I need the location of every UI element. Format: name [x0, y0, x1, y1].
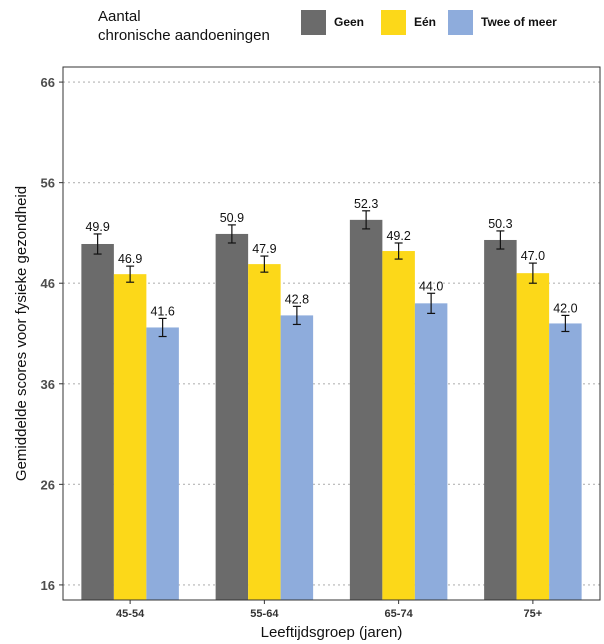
x-tick-label: 55-64 [250, 608, 279, 620]
bar [382, 251, 415, 601]
plot-frame [62, 66, 601, 601]
data-label: 50.3 [488, 217, 512, 231]
bar [113, 274, 147, 600]
data-label: 50.9 [220, 211, 244, 225]
data-label: 46.9 [118, 252, 142, 266]
bar [484, 239, 517, 601]
data-label: 47.9 [252, 242, 276, 256]
data-label: 41.6 [150, 304, 174, 318]
x-tick-label: 75+ [524, 608, 543, 620]
bar [146, 327, 179, 600]
data-label: 47.0 [521, 249, 545, 263]
bar [248, 264, 281, 600]
x-tick-label: 45-54 [116, 608, 145, 620]
data-label: 42.0 [553, 301, 577, 315]
bars [81, 219, 582, 601]
legend-swatch-geen [301, 9, 326, 35]
legend-swatch-een [381, 9, 406, 35]
x-axis-ticks: 45-54 55-64 65-74 75+ [116, 600, 542, 620]
bar-labels: 49.9 46.9 41.6 50.9 47.9 42.8 52.3 49.2 44.0 50.3… [85, 197, 577, 319]
legend-title-line-1: Aantal [98, 8, 141, 25]
x-axis-title: Leeftijdsgroep (jaren) [261, 624, 403, 641]
bar [414, 303, 448, 600]
data-label: 52.3 [354, 197, 378, 211]
error-bars [93, 210, 570, 338]
y-axis-ticks: 16 26 36 46 56 66 [41, 75, 63, 593]
legend-label-een: Eén [414, 15, 437, 29]
legend-label-twee-of-meer: Twee of meer [481, 15, 557, 29]
bar [516, 273, 550, 600]
y-tick-label: 26 [41, 477, 55, 492]
y-axis-title: Gemiddelde scores voor fysieke gezondhei… [13, 186, 30, 481]
bar [349, 219, 383, 600]
legend-item-geen: Geen [301, 9, 364, 35]
bar [280, 315, 314, 600]
legend-label-geen: Geen [334, 15, 365, 29]
legend-title-line-2: chronische aandoeningen [98, 27, 270, 44]
legend-swatch-twee-of-meer [448, 9, 473, 35]
data-label: 42.8 [285, 292, 309, 306]
legend-title: Aantal chronische aandoeningen [98, 7, 270, 45]
data-label: 44.0 [419, 279, 443, 293]
legend-item-een: Eén [381, 9, 436, 35]
legend: Aantal chronische aandoeningen Geen Eén … [0, 0, 604, 50]
bar [81, 243, 114, 601]
y-tick-label: 66 [41, 75, 55, 90]
data-label: 49.2 [386, 229, 410, 243]
y-tick-label: 16 [41, 578, 55, 593]
y-tick-label: 56 [41, 176, 55, 191]
x-tick-label: 65-74 [385, 608, 414, 620]
bar [215, 233, 249, 600]
bar [549, 323, 582, 600]
y-tick-label: 36 [41, 377, 55, 392]
data-label: 49.9 [85, 220, 109, 234]
y-tick-label: 46 [41, 276, 55, 291]
legend-item-twee-of-meer: Twee of meer [448, 9, 557, 35]
